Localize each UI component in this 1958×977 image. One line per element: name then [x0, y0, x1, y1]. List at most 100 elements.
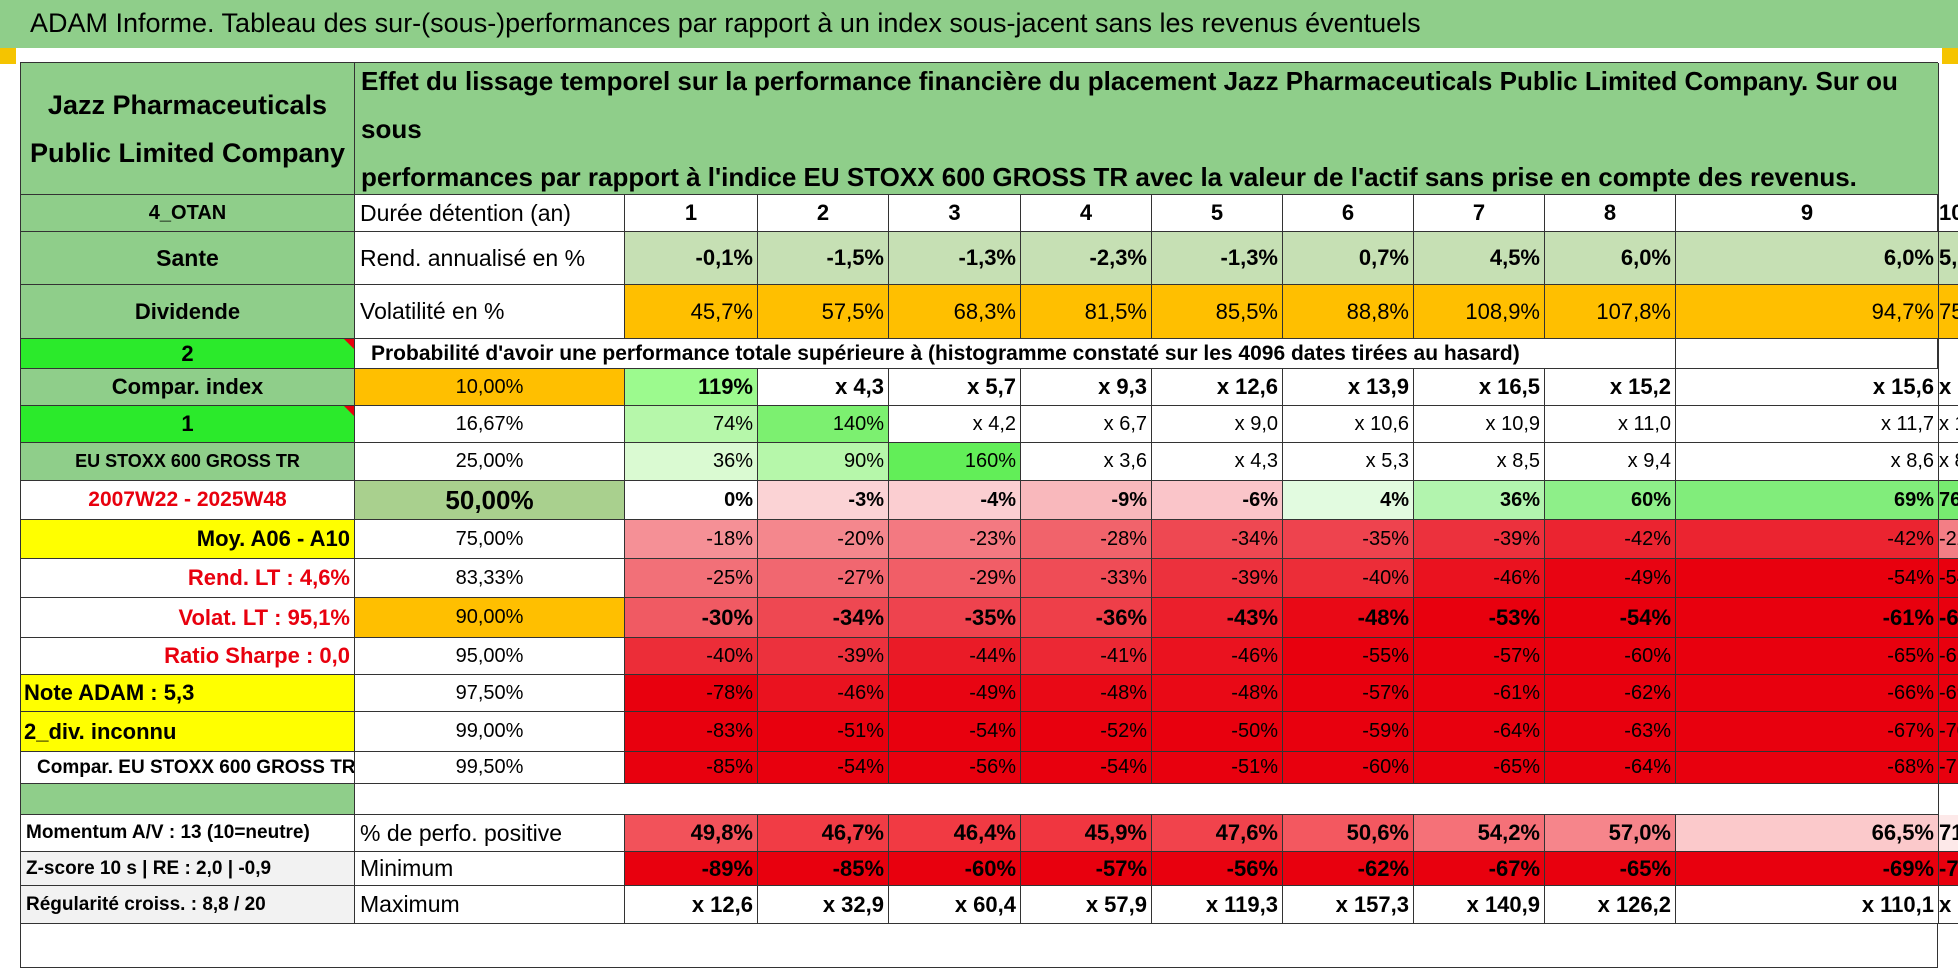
page-title: ADAM Informe. Tableau des sur-(sous-)per… — [30, 8, 1421, 38]
probability-cell: -35% — [1283, 520, 1414, 559]
stat-value: x 60,4 — [889, 886, 1021, 924]
probability-cell: -67% — [1676, 712, 1939, 752]
probability-cell: x 10,6 — [1283, 406, 1414, 443]
rend-lt-label: Rend. LT : 4,6% — [21, 559, 355, 598]
probability-cell: x 6,7 — [1021, 406, 1152, 443]
probability-cell: x 3,6 — [1021, 443, 1152, 481]
probability-cell: -42% — [1676, 520, 1939, 559]
stat-value: 71,3% — [1939, 815, 1958, 852]
probability-cell: -25% — [625, 559, 758, 598]
probability-cell: -65% — [1676, 638, 1939, 675]
probability-cell: -22% — [1939, 520, 1958, 559]
probability-cell: -65% — [1939, 638, 1958, 675]
probability-cell: x 16,6 — [1939, 369, 1958, 406]
stat-value: 47,6% — [1152, 815, 1283, 852]
stat-value: -56% — [1152, 852, 1283, 886]
probability-cell: 160% — [889, 443, 1021, 481]
probability-cell: -51% — [1152, 752, 1283, 784]
annualized-return-value: 5,8% — [1939, 232, 1958, 285]
annualized-return-value: 4,5% — [1414, 232, 1545, 285]
threshold-percentage: 10,00% — [355, 369, 625, 406]
probability-cell: x 8,5 — [1414, 443, 1545, 481]
probability-cell: x 4,3 — [758, 369, 889, 406]
threshold-percentage: 16,67% — [355, 406, 625, 443]
stat-label: Régularité croiss. : 8,8 / 20 — [21, 886, 355, 924]
probability-cell: -18% — [625, 520, 758, 559]
stat-value: 66,5% — [1676, 815, 1939, 852]
description-line1: Effet du lissage temporel sur la perform… — [361, 65, 1898, 144]
probability-cell: -44% — [889, 638, 1021, 675]
year-header: 7 — [1414, 195, 1545, 232]
stat-value: x 110,1 — [1676, 886, 1939, 924]
probability-cell: -85% — [625, 752, 758, 784]
probability-cell: -46% — [1414, 559, 1545, 598]
probability-cell: 4% — [1283, 481, 1414, 520]
div-unknown-label: 2_div. inconnu — [21, 712, 355, 752]
volatility-value: 45,7% — [625, 285, 758, 339]
stat-row-label: Minimum — [355, 852, 625, 886]
probability-cell: -54% — [1545, 598, 1676, 638]
stat-value: -62% — [1283, 852, 1414, 886]
volat-lt-label: Volat. LT : 95,1% — [21, 598, 355, 638]
probability-cell: 36% — [625, 443, 758, 481]
probability-cell: -23% — [889, 520, 1021, 559]
probability-cell: 0% — [625, 481, 758, 520]
probability-cell: x 11,0 — [1939, 406, 1958, 443]
corner-marker-left — [0, 48, 16, 64]
holding-duration-label: Durée détention (an) — [355, 195, 625, 232]
probability-cell: 140% — [758, 406, 889, 443]
stat-value: -72% — [1939, 852, 1958, 886]
stat-value: x 140,9 — [1414, 886, 1545, 924]
probability-cell: -4% — [889, 481, 1021, 520]
note-adam-label: Note ADAM : 5,3 — [21, 675, 355, 712]
probability-cell: -40% — [1283, 559, 1414, 598]
threshold-percentage: 95,00% — [355, 638, 625, 675]
year-header: 3 — [889, 195, 1021, 232]
otan-label: 4_OTAN — [21, 195, 355, 232]
probability-cell: x 4,3 — [1152, 443, 1283, 481]
stat-value: -69% — [1676, 852, 1939, 886]
annualized-return-value: -1,5% — [758, 232, 889, 285]
stat-value: 49,8% — [625, 815, 758, 852]
probability-cell: x 5,3 — [1283, 443, 1414, 481]
index-name: EU STOXX 600 GROSS TR — [21, 443, 355, 481]
probability-cell: -30% — [625, 598, 758, 638]
probability-cell: -39% — [1152, 559, 1283, 598]
probability-cell: -34% — [758, 598, 889, 638]
threshold-percentage: 99,50% — [355, 752, 625, 784]
probability-cell: -62% — [1545, 675, 1676, 712]
probability-cell: 60% — [1545, 481, 1676, 520]
probability-cell: -63% — [1545, 712, 1676, 752]
probability-cell: -9% — [1021, 481, 1152, 520]
probability-cell: -39% — [1414, 520, 1545, 559]
probability-cell: x 16,5 — [1414, 369, 1545, 406]
annualized-return-value: 6,0% — [1676, 232, 1939, 285]
probability-cell: -60% — [1939, 598, 1958, 638]
probability-cell: x 12,6 — [1152, 369, 1283, 406]
probability-cell: -46% — [758, 675, 889, 712]
probability-cell: -43% — [1152, 598, 1283, 638]
year-header: 6 — [1283, 195, 1414, 232]
sector-label: Sante — [21, 232, 355, 285]
probability-cell: -28% — [1021, 520, 1152, 559]
stat-label: Momentum A/V : 13 (10=neutre) — [21, 815, 355, 852]
probability-cell: -51% — [758, 712, 889, 752]
probability-cell: -53% — [1414, 598, 1545, 638]
year-header: 2 — [758, 195, 889, 232]
gap-right — [355, 784, 1939, 815]
probability-cell: -49% — [1545, 559, 1676, 598]
probability-cell: -70% — [1939, 712, 1958, 752]
probability-cell: -33% — [1021, 559, 1152, 598]
probability-cell: -46% — [1152, 638, 1283, 675]
annualized-return-value: -1,3% — [1152, 232, 1283, 285]
probability-cell: -35% — [889, 598, 1021, 638]
probability-cell: x 13,9 — [1283, 369, 1414, 406]
probability-cell: -54% — [1939, 559, 1958, 598]
probability-cell: 74% — [625, 406, 758, 443]
probability-cell: -54% — [1021, 752, 1152, 784]
volatility-value: 81,5% — [1021, 285, 1152, 339]
probability-cell: x 11,0 — [1545, 406, 1676, 443]
company-name: Jazz Pharmaceuticals Public Limited Compa… — [21, 63, 355, 195]
probability-cell: -48% — [1152, 675, 1283, 712]
volatility-value: 68,3% — [889, 285, 1021, 339]
